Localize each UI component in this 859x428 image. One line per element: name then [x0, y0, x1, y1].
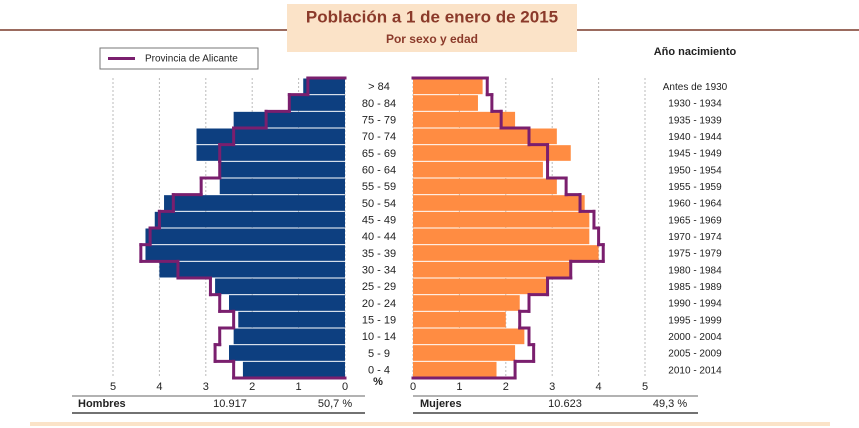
bar-male: [219, 161, 345, 178]
bar-male: [215, 278, 345, 295]
bar-female: [413, 261, 571, 278]
bar-female: [413, 245, 599, 261]
footer-rule: [30, 422, 830, 426]
bar-female: [413, 278, 548, 295]
year-label: 1935 - 1939: [668, 115, 722, 126]
category-label: 0 - 4: [368, 365, 390, 377]
bar-male: [229, 345, 345, 361]
bar-male: [242, 361, 345, 378]
bar-female: [413, 361, 497, 378]
x-tick-label: 0: [342, 381, 348, 393]
bar-female: [413, 311, 506, 328]
year-label: 1975 - 1979: [668, 249, 722, 260]
year-label: 1995 - 1999: [668, 315, 722, 326]
year-label: 1945 - 1949: [668, 149, 722, 160]
total-percent: 50,7 %: [318, 398, 352, 410]
x-tick-label: 3: [549, 381, 555, 393]
bar-female: [413, 211, 590, 228]
x-tick-label: 4: [156, 381, 162, 393]
year-label: Antes de 1930: [663, 82, 728, 93]
year-label: 1985 - 1989: [668, 282, 722, 293]
category-label: 80 - 84: [362, 98, 396, 110]
x-tick-label: 2: [503, 381, 509, 393]
x-tick-label: 1: [456, 381, 462, 393]
category-label: 45 - 49: [362, 215, 396, 227]
chart-title: Población a 1 de enero de 2015: [306, 7, 558, 26]
bar-female: [413, 228, 590, 245]
bar-female: [413, 128, 557, 145]
bar-male: [164, 195, 345, 211]
year-label: 1990 - 1994: [668, 299, 722, 310]
year-label: 1965 - 1969: [668, 215, 722, 226]
bar-female: [413, 345, 516, 361]
bar-male: [196, 145, 345, 161]
bar-male: [154, 211, 345, 228]
bar-male: [159, 261, 345, 278]
x-axis-label: %: [373, 376, 383, 388]
bar-female: [413, 111, 516, 128]
bar-female: [413, 161, 543, 178]
bar-male: [233, 111, 345, 128]
category-label: 65 - 69: [362, 148, 396, 160]
bar-male: [233, 328, 345, 345]
category-label: 55 - 59: [362, 181, 396, 193]
year-header: Año nacimiento: [654, 46, 737, 58]
category-label: 30 - 34: [362, 265, 396, 277]
x-tick-label: 5: [642, 381, 648, 393]
category-label: 60 - 64: [362, 165, 396, 177]
total-label: Hombres: [78, 398, 126, 410]
bar-female: [413, 95, 478, 111]
x-tick-label: 0: [410, 381, 416, 393]
total-count: 10.917: [213, 398, 247, 410]
category-label: 75 - 79: [362, 115, 396, 127]
bar-male: [303, 78, 345, 95]
category-label: 35 - 39: [362, 248, 396, 260]
x-tick-label: 2: [249, 381, 255, 393]
bar-female: [413, 145, 571, 161]
bar-female: [413, 78, 483, 95]
bar-female: [413, 295, 520, 311]
year-label: 1960 - 1964: [668, 199, 722, 210]
bar-male: [196, 128, 345, 145]
x-tick-label: 1: [296, 381, 302, 393]
category-label: 20 - 24: [362, 298, 396, 310]
year-label: 2000 - 2004: [668, 332, 722, 343]
category-label: 70 - 74: [362, 131, 396, 143]
bar-male: [289, 95, 345, 111]
year-label: 2010 - 2014: [668, 365, 722, 376]
bar-male: [229, 295, 345, 311]
year-label: 1940 - 1944: [668, 132, 722, 143]
total-count: 10.623: [548, 398, 582, 410]
bar-female: [413, 195, 585, 211]
x-tick-label: 4: [596, 381, 602, 393]
bar-male: [145, 245, 345, 261]
chart-subtitle: Por sexo y edad: [386, 32, 478, 46]
year-label: 1970 - 1974: [668, 232, 722, 243]
year-label: 1930 - 1934: [668, 99, 722, 110]
category-label: 5 - 9: [368, 348, 390, 360]
x-tick-label: 5: [110, 381, 116, 393]
total-percent: 49,3 %: [653, 398, 687, 410]
legend-box: [99, 47, 259, 70]
bar-female: [413, 328, 525, 345]
category-label: 15 - 19: [362, 315, 396, 327]
bar-male: [219, 178, 345, 195]
category-label: 10 - 14: [362, 331, 396, 343]
bar-female: [413, 178, 557, 195]
legend-label: Provincia de Alicante: [145, 54, 238, 65]
year-label: 1980 - 1984: [668, 265, 722, 276]
year-label: 2005 - 2009: [668, 349, 722, 360]
year-label: 1950 - 1954: [668, 165, 722, 176]
category-label: 25 - 29: [362, 281, 396, 293]
category-label: 50 - 54: [362, 198, 396, 210]
total-label: Mujeres: [420, 398, 462, 410]
x-tick-label: 3: [203, 381, 209, 393]
bar-male: [145, 228, 345, 245]
category-label: 40 - 44: [362, 231, 396, 243]
title-box: [287, 4, 577, 52]
year-label: 1955 - 1959: [668, 182, 722, 193]
category-label: > 84: [368, 81, 390, 93]
bar-male: [238, 311, 345, 328]
